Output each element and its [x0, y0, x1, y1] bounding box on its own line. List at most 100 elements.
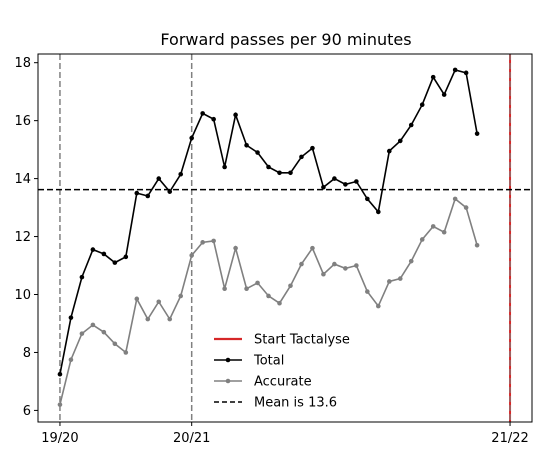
data-point-accurate [266, 293, 271, 299]
x-tick-label: 21/22 [491, 431, 528, 446]
data-point-accurate [408, 258, 414, 264]
y-tick-label: 16 [14, 114, 31, 129]
x-tick-label: 20/21 [173, 431, 210, 446]
data-point-accurate [79, 331, 85, 336]
data-point-total [397, 138, 403, 144]
data-point-accurate [233, 245, 238, 251]
data-point-total [419, 102, 425, 108]
data-point-accurate [145, 316, 151, 322]
data-point-accurate [244, 286, 249, 292]
data-point-total [288, 170, 293, 176]
legend-entry: Start Tactalyse [214, 333, 350, 348]
y-tick-label: 6 [23, 404, 31, 419]
data-point-total [343, 182, 348, 187]
data-point-total [112, 260, 118, 265]
data-point-accurate [376, 303, 381, 309]
data-point-total [189, 135, 194, 141]
legend-swatch-marker [225, 378, 231, 384]
legend-entry: Mean is 13.6 [214, 396, 337, 411]
data-point-accurate [365, 289, 370, 294]
data-point-accurate [200, 240, 205, 245]
data-point-total [332, 176, 337, 181]
data-point-total [145, 193, 151, 199]
data-point-accurate [189, 253, 194, 258]
legend-label: Accurate [254, 375, 312, 390]
legend-label: Total [253, 354, 284, 369]
data-point-accurate [299, 261, 304, 267]
data-point-total [452, 67, 458, 73]
data-point-accurate [343, 266, 348, 271]
data-point-total [354, 179, 359, 184]
data-point-total [441, 92, 447, 97]
data-point-accurate [474, 242, 480, 248]
y-tick-label: 8 [23, 346, 31, 361]
data-point-total [474, 131, 480, 136]
y-tick-label: 18 [14, 56, 31, 71]
data-point-total [430, 74, 436, 80]
data-point-accurate [222, 286, 227, 292]
y-tick-label: 14 [14, 172, 31, 187]
data-point-accurate [419, 237, 425, 242]
data-point-total [90, 247, 96, 252]
legend: Start Tactalyse Total Accurate Mean is 13.6 [214, 333, 350, 411]
data-point-total [156, 176, 162, 181]
data-point-accurate [452, 196, 458, 202]
data-point-total [211, 116, 216, 122]
data-point-accurate [68, 357, 74, 363]
data-point-accurate [277, 300, 282, 306]
data-point-total [310, 145, 315, 151]
data-point-total [233, 112, 238, 118]
data-point-accurate [463, 205, 469, 210]
data-point-accurate [397, 276, 403, 281]
data-point-accurate [430, 224, 436, 229]
data-point-accurate [288, 283, 293, 289]
data-point-accurate [101, 329, 107, 335]
data-point-total [222, 164, 227, 170]
x-tick-label: 19/20 [41, 431, 78, 446]
data-point-total [244, 142, 249, 148]
legend-entry: Total [214, 354, 284, 369]
data-point-accurate [354, 263, 359, 268]
data-point-total [386, 148, 392, 154]
data-point-total [266, 164, 271, 170]
data-point-total [463, 70, 469, 76]
data-point-accurate [441, 229, 447, 235]
chart-title: Forward passes per 90 minutes [160, 30, 411, 49]
data-point-total [57, 371, 63, 377]
data-point-total [277, 170, 282, 176]
data-point-accurate [178, 293, 184, 299]
data-point-accurate [332, 261, 337, 267]
data-point-total [365, 196, 370, 202]
data-point-total [178, 171, 184, 177]
data-point-total [79, 274, 85, 280]
data-point-accurate [90, 322, 96, 328]
data-point-accurate [211, 238, 216, 244]
plot-area: 6 8 10 12 14 16 18 19/20 20/21 21/22 [14, 53, 533, 446]
legend-entry: Accurate [214, 375, 312, 390]
plot-frame [37, 53, 533, 423]
data-point-total [134, 190, 140, 196]
data-point-total [167, 189, 173, 194]
y-tick-label: 12 [14, 230, 31, 245]
legend-label: Start Tactalyse [254, 333, 350, 348]
data-point-total [408, 122, 414, 128]
data-point-total [321, 184, 326, 190]
data-point-accurate [386, 279, 392, 284]
data-point-accurate [310, 245, 315, 251]
data-point-accurate [167, 316, 173, 322]
data-point-total [101, 251, 107, 257]
data-point-accurate [123, 350, 129, 355]
data-point-accurate [112, 341, 118, 347]
data-point-accurate [255, 280, 260, 286]
legend-label: Mean is 13.6 [254, 396, 337, 411]
data-point-total [123, 254, 129, 260]
legend-swatch-marker [225, 357, 231, 363]
data-point-total [299, 154, 304, 160]
data-point-accurate [321, 271, 326, 277]
data-point-total [255, 150, 260, 155]
data-point-total [200, 111, 205, 116]
y-tick-label: 10 [14, 288, 31, 303]
data-point-accurate [156, 299, 162, 305]
data-point-accurate [57, 402, 63, 407]
